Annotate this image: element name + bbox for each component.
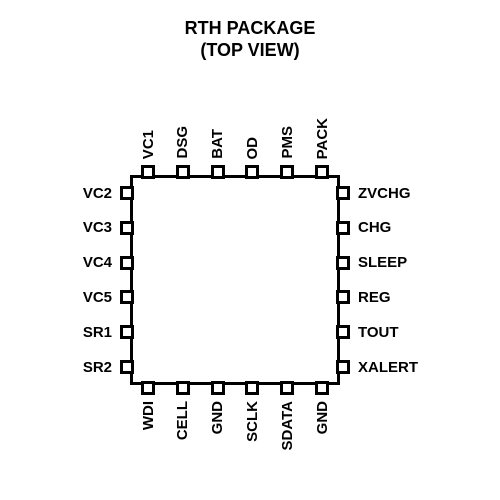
pin (211, 165, 225, 179)
pin-label: ZVCHG (358, 185, 411, 202)
pin (141, 165, 155, 179)
pin (120, 325, 134, 339)
pin (176, 381, 190, 395)
pin (120, 221, 134, 235)
pin (336, 290, 350, 304)
pin (336, 221, 350, 235)
pin-label: PMS (279, 126, 296, 159)
pin-label: SLEEP (358, 254, 407, 271)
pin-label: VC5 (83, 289, 112, 306)
pin-label: PACK (314, 118, 331, 159)
pin-label: OD (244, 137, 261, 160)
pin-label: VC4 (83, 254, 112, 271)
pin-label: WDI (140, 401, 157, 430)
pin-label: TOUT (358, 324, 399, 341)
pin (120, 360, 134, 374)
pin-label: CELL (174, 401, 191, 440)
pin (336, 186, 350, 200)
pin (176, 165, 190, 179)
pin (336, 256, 350, 270)
pin (120, 256, 134, 270)
pin-label: XALERT (358, 359, 418, 376)
chip-outline (130, 175, 340, 385)
pin (120, 290, 134, 304)
pin (245, 381, 259, 395)
pin-label: VC1 (140, 130, 157, 159)
pin-label: SDATA (279, 401, 296, 450)
pin (141, 381, 155, 395)
pin-label: SR2 (83, 359, 112, 376)
pin-label: CHG (358, 219, 391, 236)
pin-label: GND (314, 401, 331, 434)
pin-label: VC3 (83, 219, 112, 236)
pin-label: GND (209, 401, 226, 434)
pin-label: SCLK (244, 401, 261, 442)
pin-label: DSG (174, 126, 191, 159)
pin (120, 186, 134, 200)
pin (245, 165, 259, 179)
pin (280, 165, 294, 179)
pin (315, 165, 329, 179)
pin (336, 360, 350, 374)
pin-label: REG (358, 289, 391, 306)
pin-label: SR1 (83, 324, 112, 341)
pin-label: VC2 (83, 185, 112, 202)
pin (315, 381, 329, 395)
package-title-line1: RTH PACKAGE (0, 18, 500, 39)
pin (336, 325, 350, 339)
pin (211, 381, 225, 395)
package-title-line2: (TOP VIEW) (0, 40, 500, 61)
pin-label: BAT (209, 129, 226, 159)
pin (280, 381, 294, 395)
